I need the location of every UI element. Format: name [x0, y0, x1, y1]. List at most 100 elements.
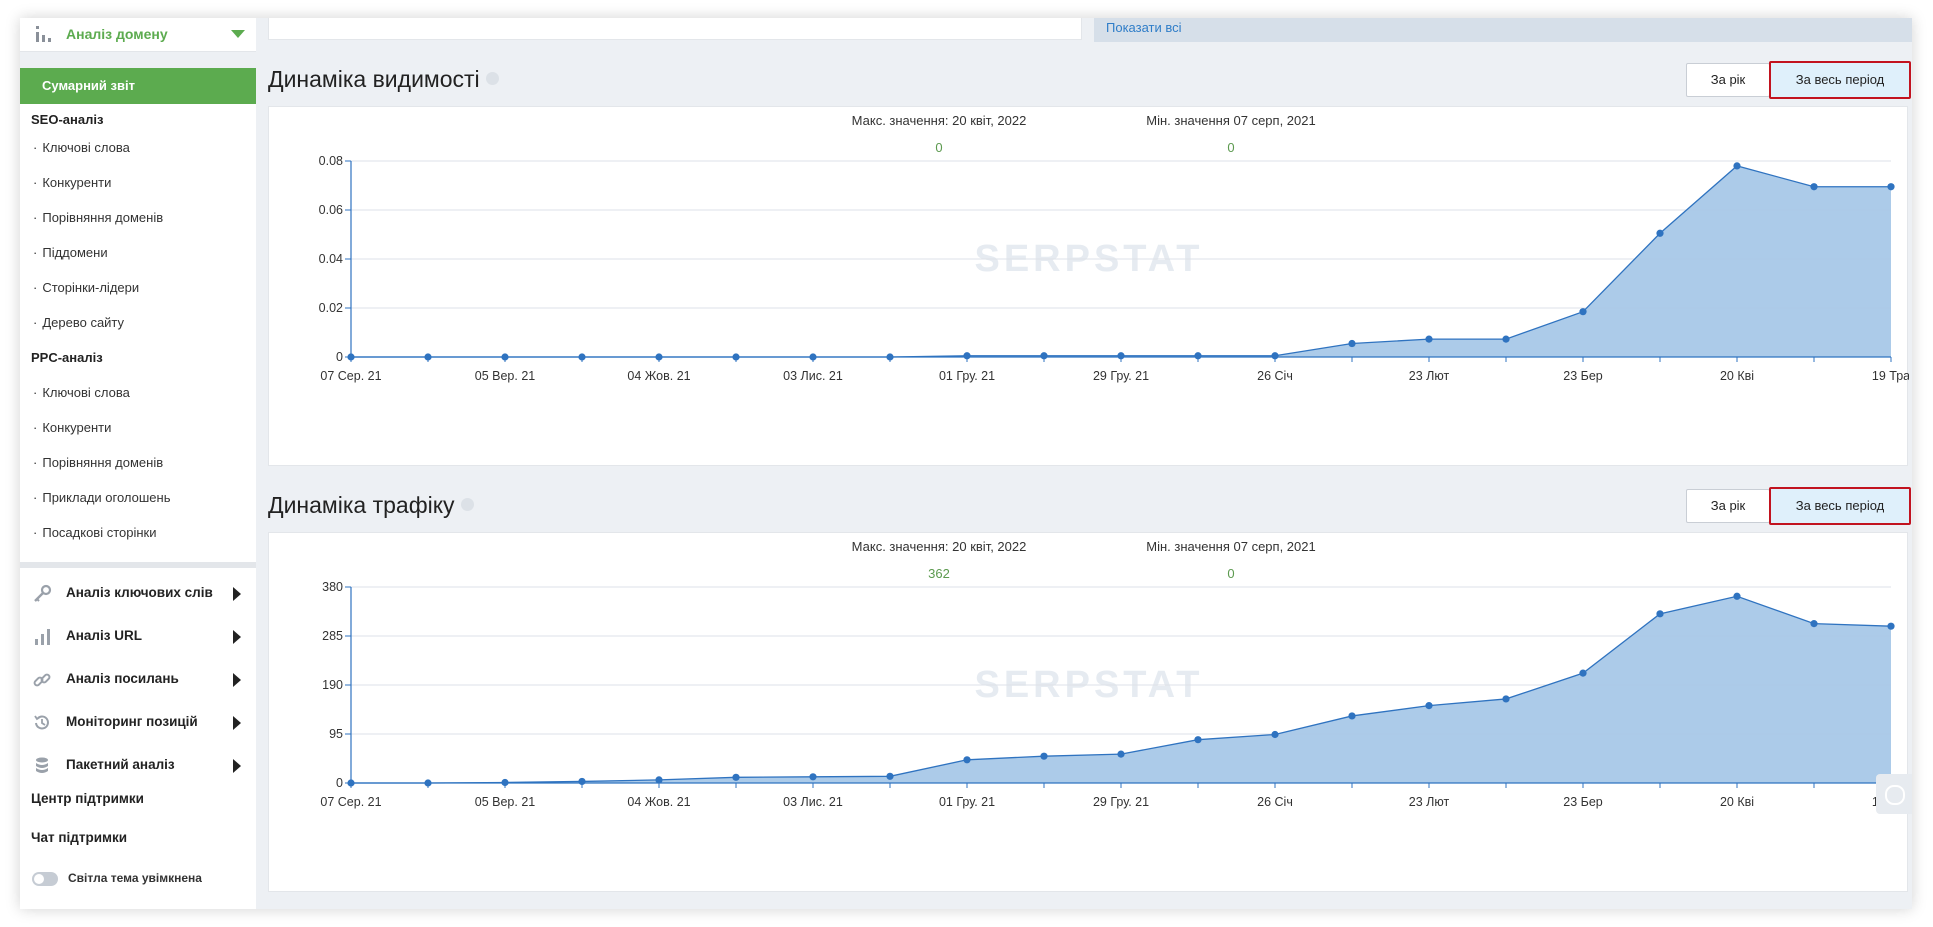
visibility-chart-card: Макс. значення: 20 квіт, 2022 Мін. значен… [268, 106, 1909, 466]
domain-analysis-icon [36, 26, 51, 42]
sidebar-item-subdomains[interactable]: Піддомени [33, 245, 107, 260]
data-point [1579, 308, 1587, 316]
menu-url-analysis[interactable]: Аналіз URL [20, 616, 256, 656]
x-tick-label: 01 Гру. 21 [939, 369, 995, 383]
sidebar-gap [20, 52, 256, 68]
min-value: 0 [1227, 566, 1234, 581]
data-point [809, 773, 817, 781]
support-center-link[interactable]: Центр підтримки [31, 791, 144, 806]
info-icon[interactable] [460, 498, 474, 512]
menu-label: Аналіз URL [66, 628, 142, 643]
chevron-right-icon [233, 673, 241, 687]
sidebar-divider [20, 562, 256, 568]
sidebar-item-seo-domain-compare[interactable]: Порівняння доменів [33, 210, 163, 225]
visibility-btn-year[interactable]: За рік [1686, 63, 1770, 97]
data-point [1348, 339, 1356, 348]
data-point [1117, 352, 1125, 360]
y-tick-label: 0 [336, 776, 343, 790]
visibility-title-text: Динаміка видимості [268, 66, 480, 92]
x-tick-label: 03 Лис. 21 [783, 795, 843, 809]
traffic-title: Динаміка трафіку [268, 492, 474, 519]
y-tick-label: 285 [322, 629, 343, 643]
menu-label: Аналіз посилань [66, 671, 179, 686]
data-point [1810, 620, 1818, 628]
sidebar-item-landing-pages[interactable]: Посадкові сторінки [33, 525, 156, 540]
visibility-title: Динаміка видимості [268, 66, 499, 93]
sidebar-item-ppc-competitors[interactable]: Конкуренти [33, 420, 111, 435]
sidebar-item-seo-keywords[interactable]: Ключові слова [33, 140, 129, 155]
top-card-left [268, 18, 1082, 40]
chevron-right-icon [233, 630, 241, 644]
data-point [1194, 736, 1202, 744]
y-tick-label: 0.06 [319, 203, 343, 217]
seo-analysis-title[interactable]: SEO-аналіз [31, 112, 104, 127]
data-point [1194, 352, 1202, 360]
data-point [1887, 622, 1895, 630]
theme-toggle-label: Світла тема увімкнена [68, 871, 202, 885]
x-tick-label: 23 Лют [1409, 369, 1450, 383]
info-icon[interactable] [485, 72, 499, 86]
traffic-title-text: Динаміка трафіку [268, 492, 455, 518]
sidebar-item-site-tree[interactable]: Дерево сайту [33, 315, 124, 330]
show-all-link[interactable]: Показати всі [1106, 20, 1182, 35]
y-tick-label: 0.04 [319, 252, 343, 266]
data-point [1502, 335, 1510, 343]
sidebar-item-ppc-keywords[interactable]: Ключові слова [33, 385, 129, 400]
traffic-btn-all-period[interactable]: За весь період [1769, 487, 1911, 525]
data-point [424, 353, 432, 361]
visibility-chart: Макс. значення: 20 квіт, 2022 Мін. значен… [319, 113, 1909, 383]
data-point [732, 773, 740, 781]
sidebar-item-ad-examples[interactable]: Приклади оголошень [33, 490, 170, 505]
data-point [1040, 752, 1048, 760]
x-tick-label: 04 Жов. 21 [627, 795, 690, 809]
sidebar-item-summary-report[interactable]: Сумарний звіт [20, 68, 256, 104]
x-tick-label: 03 Лис. 21 [783, 369, 843, 383]
traffic-btn-year[interactable]: За рік [1686, 489, 1770, 523]
sidebar-item-seo-competitors[interactable]: Конкуренти [33, 175, 111, 190]
data-point [1117, 750, 1125, 758]
min-value: 0 [1227, 140, 1234, 155]
menu-keyword-analysis[interactable]: Аналіз ключових слів [20, 573, 256, 613]
x-tick-label: 20 Кві [1720, 369, 1754, 383]
x-tick-label: 29 Гру. 21 [1093, 369, 1149, 383]
sidebar-header-domain-analysis[interactable]: Аналіз домену [20, 18, 256, 52]
visibility-btn-all-period[interactable]: За весь період [1769, 61, 1911, 99]
data-point [1271, 730, 1279, 739]
menu-batch-analysis[interactable]: Пакетний аналіз [20, 745, 256, 785]
chevron-right-icon [233, 587, 241, 601]
data-point [578, 777, 586, 786]
sidebar-item-top-pages[interactable]: Сторінки-лідери [33, 280, 139, 295]
x-tick-label: 04 Жов. 21 [627, 369, 690, 383]
data-point [809, 353, 817, 361]
min-value-label: Мін. значення 07 серп, 2021 [1146, 113, 1315, 128]
x-tick-label: 05 Вер. 21 [475, 369, 536, 383]
chevron-right-icon [233, 716, 241, 730]
max-value: 362 [928, 566, 950, 581]
data-point [1733, 162, 1741, 170]
data-point [1040, 352, 1048, 360]
data-point [1425, 702, 1433, 710]
x-tick-label: 29 Гру. 21 [1093, 795, 1149, 809]
data-point [1887, 183, 1895, 191]
sidebar-header-label: Аналіз домену [66, 26, 168, 42]
link-icon [33, 673, 51, 687]
menu-label: Моніторинг позицій [66, 714, 198, 729]
menu-rank-tracking[interactable]: Моніторинг позицій [20, 702, 256, 742]
menu-backlink-analysis[interactable]: Аналіз посилань [20, 659, 256, 699]
menu-label: Аналіз ключових слів [66, 585, 213, 600]
traffic-chart: Макс. значення: 20 квіт, 2022 Мін. значен… [320, 539, 1909, 809]
x-tick-label: 23 Бер [1563, 369, 1603, 383]
data-point [578, 353, 586, 361]
data-point [963, 352, 971, 360]
support-chat-link[interactable]: Чат підтримки [31, 830, 128, 845]
data-point [501, 353, 509, 361]
ppc-analysis-title[interactable]: PPC-аналіз [31, 350, 103, 365]
scroll-to-top-button[interactable] [1876, 774, 1912, 814]
theme-toggle[interactable] [32, 872, 58, 886]
sidebar-item-ppc-domain-compare[interactable]: Порівняння доменів [33, 455, 163, 470]
top-card-right: Показати всі [1094, 18, 1912, 42]
data-point [886, 772, 894, 780]
data-point [1348, 712, 1356, 720]
chevron-down-icon[interactable] [231, 30, 245, 38]
series-area [351, 165, 1891, 357]
